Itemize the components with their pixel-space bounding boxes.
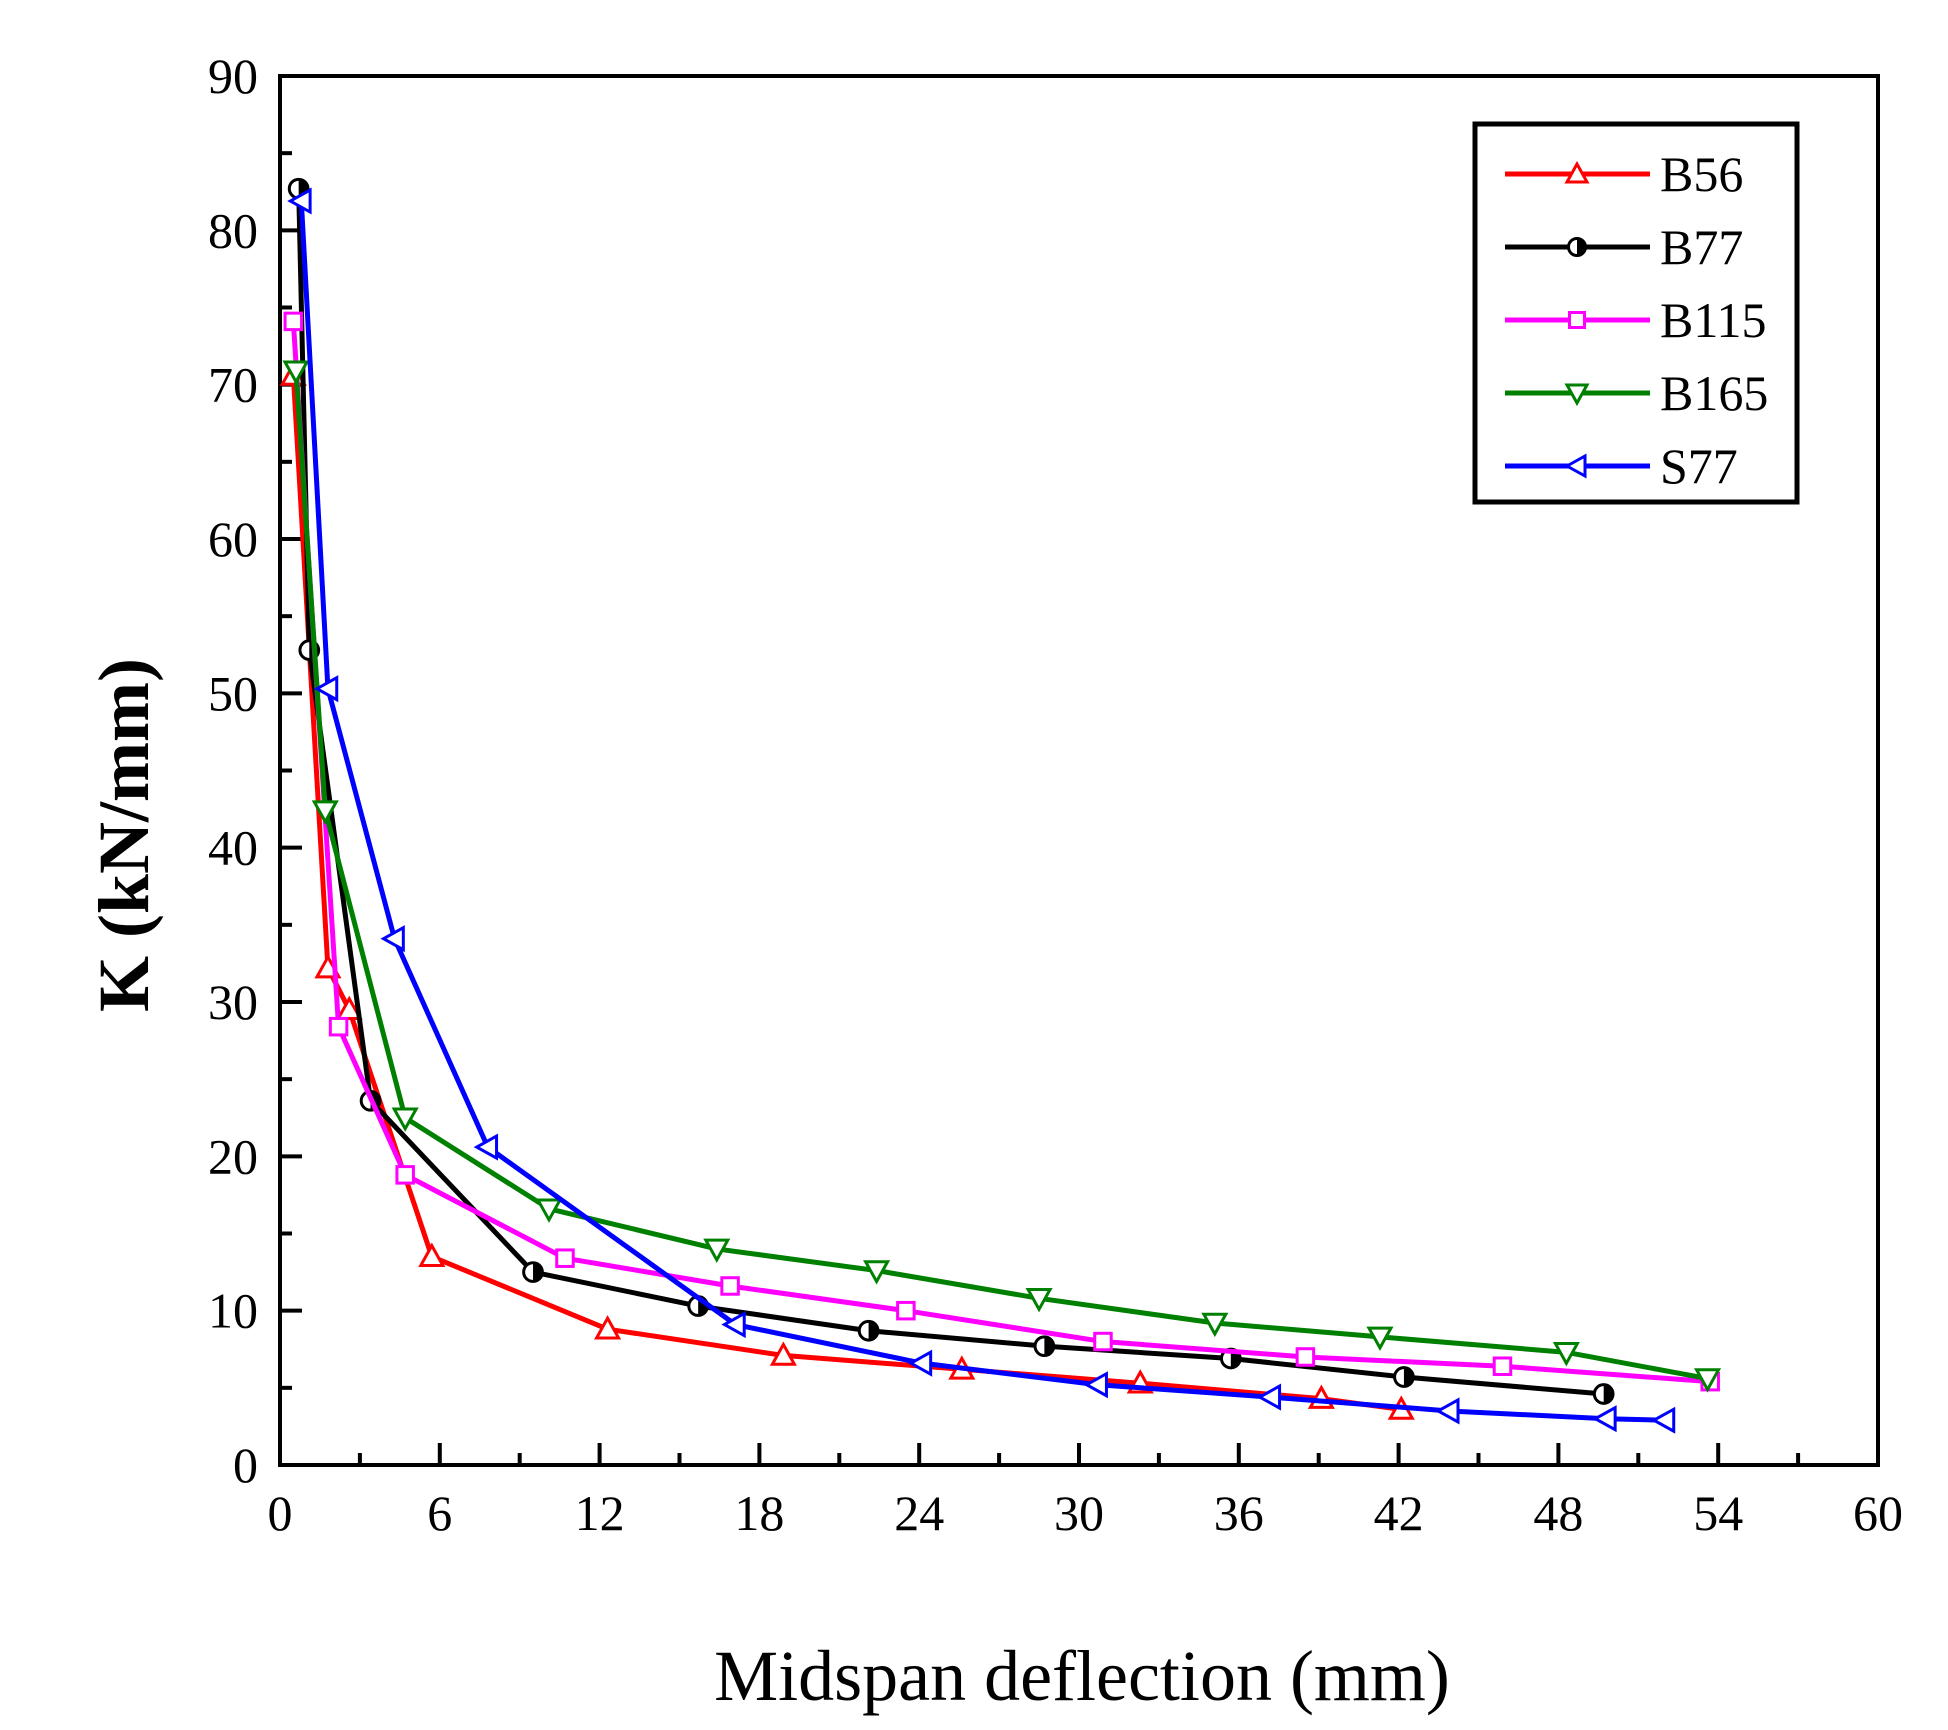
data-point [907, 1349, 933, 1377]
data-point [1435, 1397, 1460, 1425]
series-line [298, 200, 1665, 1423]
legend-item: B56 [1505, 146, 1743, 202]
data-point [1366, 1326, 1394, 1351]
data-point [769, 1341, 797, 1366]
data-point [328, 1016, 349, 1037]
data-point [1201, 1312, 1229, 1338]
x-tick-label: 30 [1054, 1485, 1104, 1541]
legend-label: S77 [1660, 438, 1738, 494]
data-point [1592, 1383, 1615, 1405]
series-S77 [287, 187, 1676, 1434]
legend-label: B77 [1660, 219, 1743, 275]
series-B56 [279, 361, 1415, 1420]
axes: 0 6 12 18 24 30 36 42 48 54 60 0 10 20 30 40 50 60 70 80 90 [208, 48, 1903, 1541]
legend-box [1472, 121, 1800, 505]
y-tick-label: 0 [233, 1437, 258, 1493]
data-point [1295, 1347, 1316, 1367]
data-point [1650, 1406, 1676, 1434]
x-tick-label: 0 [268, 1485, 293, 1541]
legend-marker [1568, 311, 1586, 329]
data-point [418, 1242, 446, 1267]
data-point [287, 187, 312, 215]
x-axis-title: Midspan deflection (mm) [714, 1636, 1450, 1716]
data-point [720, 1276, 740, 1296]
data-point [282, 360, 310, 385]
legend-marker [1564, 160, 1590, 184]
legend-marker [1564, 383, 1590, 407]
data-point [555, 1248, 575, 1268]
series-B115 [283, 311, 1720, 1392]
x-tick-label: 6 [427, 1485, 452, 1541]
x-tick-label: 24 [894, 1485, 944, 1541]
data-point [1393, 1366, 1415, 1388]
legend-item: B115 [1505, 292, 1767, 348]
legend-item: B165 [1505, 365, 1768, 421]
data-point [522, 1261, 544, 1283]
x-tick-label: 36 [1214, 1485, 1264, 1541]
y-tick-label: 80 [208, 202, 258, 258]
data-point [1033, 1335, 1056, 1358]
y-tick-label: 40 [208, 820, 258, 876]
data-point [380, 925, 405, 953]
data-point [535, 1198, 563, 1223]
data-point [1552, 1342, 1580, 1367]
legend: B56 B77 B115 B165 S77 [1472, 121, 1800, 505]
data-point [1093, 1331, 1113, 1352]
y-tick-label: 50 [208, 665, 258, 721]
data-point [1492, 1356, 1513, 1376]
data-point [594, 1315, 622, 1340]
data-point [857, 1319, 880, 1342]
series-B165 [282, 360, 1722, 1393]
data-point [1256, 1383, 1282, 1411]
legend-item: B77 [1505, 219, 1743, 275]
series-line [290, 375, 1402, 1412]
data-point [1693, 1368, 1722, 1393]
series-line [290, 321, 1711, 1385]
data-point [283, 311, 304, 332]
data-point [1592, 1405, 1617, 1433]
legend-item: S77 [1505, 438, 1738, 494]
y-tick-label: 30 [208, 974, 258, 1030]
data-point [721, 1311, 746, 1339]
data-point [311, 800, 339, 825]
data-point [703, 1238, 731, 1264]
legend-label: B165 [1660, 365, 1768, 421]
data-point [313, 675, 339, 703]
x-tick-label: 60 [1853, 1485, 1903, 1541]
x-tick-label: 54 [1693, 1485, 1743, 1541]
data-point [335, 995, 363, 1021]
data-point [391, 1107, 419, 1132]
y-tick-label: 20 [208, 1128, 258, 1184]
y-axis-title: K (kN/mm) [84, 658, 164, 1012]
y-tick-label: 90 [208, 48, 258, 104]
legend-label: B56 [1660, 146, 1743, 202]
data-point [473, 1133, 499, 1161]
y-tick-label: 70 [208, 357, 258, 413]
data-point [1025, 1288, 1053, 1313]
legend-label: B115 [1660, 292, 1767, 348]
data-point [896, 1300, 916, 1321]
x-tick-label: 42 [1374, 1485, 1424, 1541]
x-tick-label: 12 [575, 1485, 625, 1541]
y-tick-label: 60 [208, 511, 258, 567]
x-tick-label: 18 [734, 1485, 784, 1541]
legend-marker [1563, 453, 1587, 479]
data-point [1083, 1371, 1108, 1399]
series-group [279, 177, 1722, 1434]
legend-marker [1567, 237, 1587, 257]
data-point [395, 1165, 415, 1185]
y-tick-label: 10 [208, 1283, 258, 1339]
x-tick-label: 48 [1533, 1485, 1583, 1541]
data-point [863, 1260, 891, 1285]
series-line [296, 188, 1604, 1397]
